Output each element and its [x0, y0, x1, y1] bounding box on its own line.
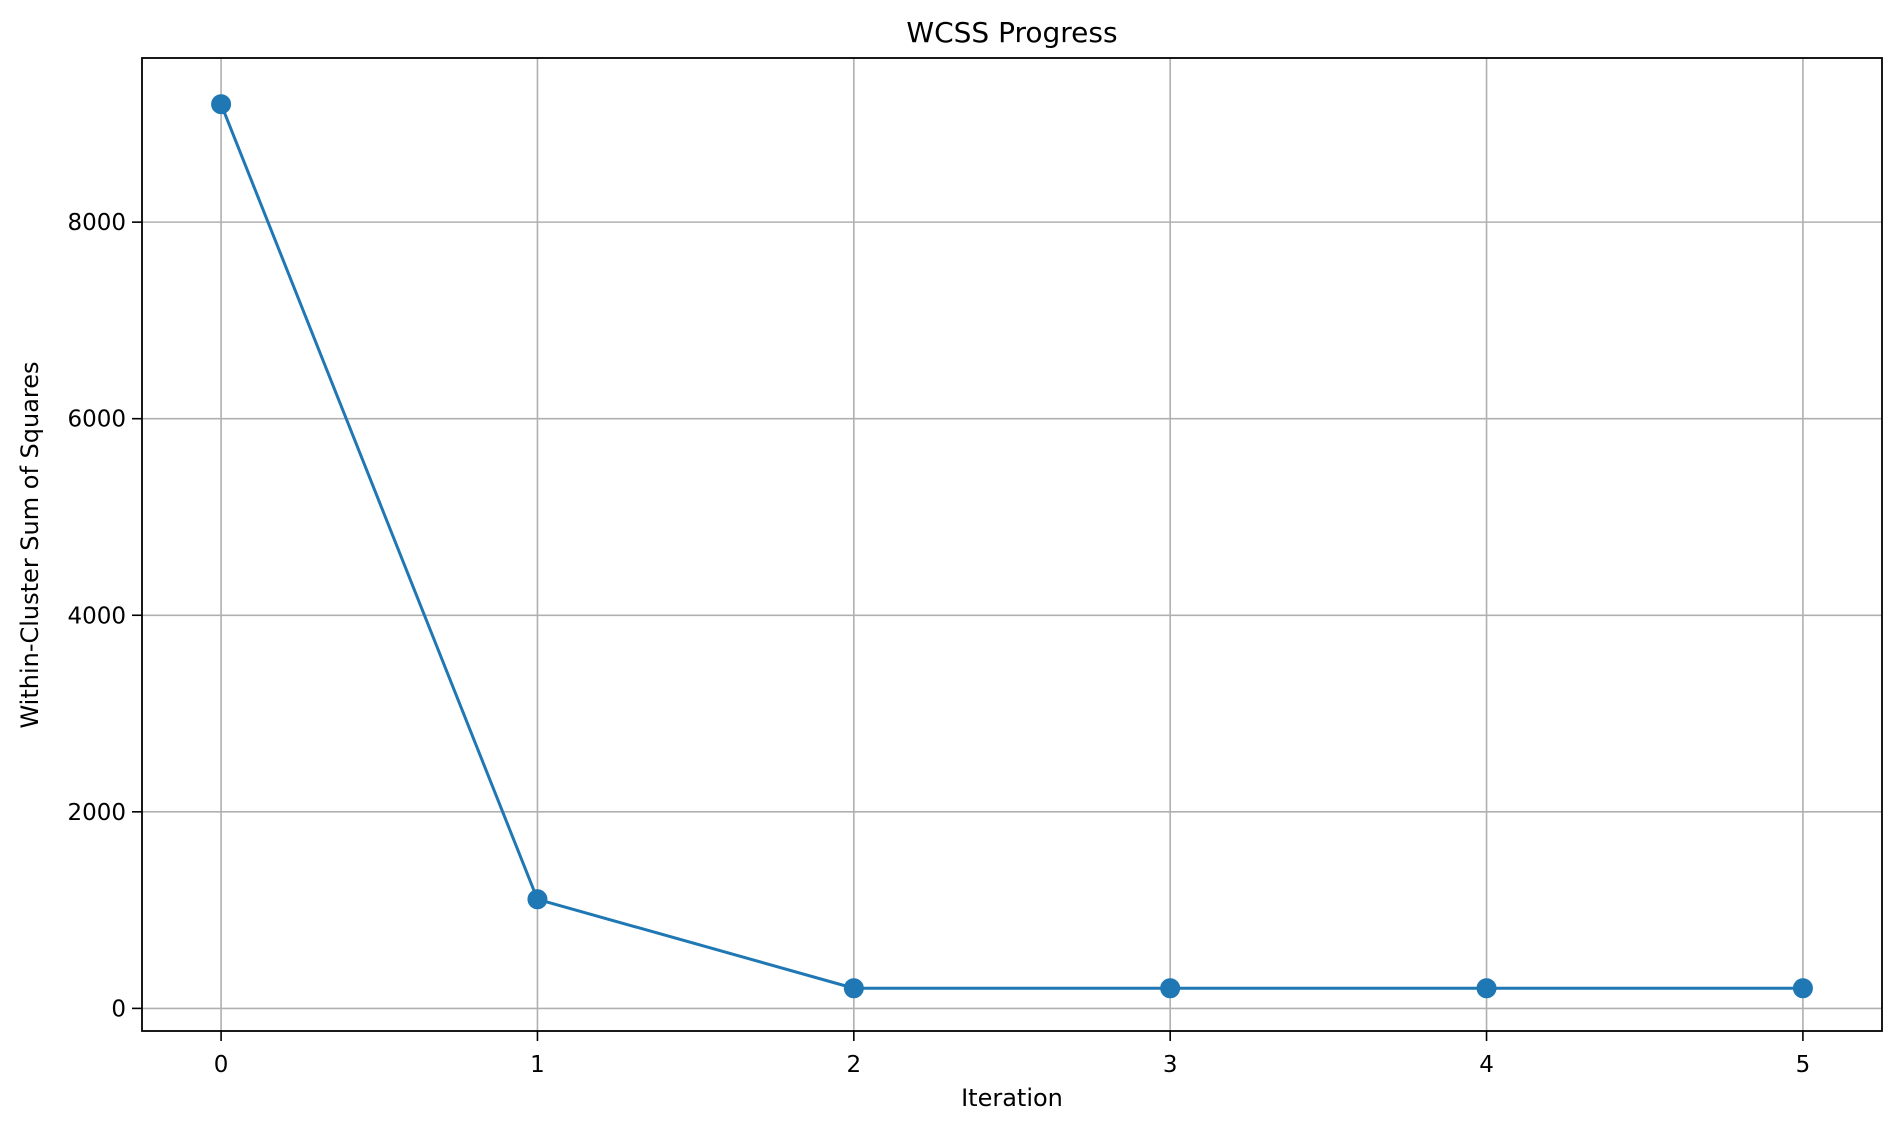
- y-tick-label-4: 8000: [67, 210, 126, 236]
- y-tick-label-1: 2000: [67, 800, 126, 826]
- series-line-0: [219, 102, 1805, 990]
- series-layer: [211, 94, 1813, 999]
- plot-frame: [141, 57, 1883, 1032]
- y-tick-label-2: 4000: [67, 603, 126, 629]
- data-point-0-1: [527, 889, 548, 910]
- y-axis-label: Within-Cluster Sum of Squares: [16, 361, 44, 728]
- data-point-0-0: [211, 94, 232, 115]
- x-tick-label-5: 5: [1796, 1052, 1811, 1078]
- x-tick-label-1: 1: [530, 1052, 545, 1078]
- x-tick-label-4: 4: [1479, 1052, 1494, 1078]
- grid-layer: [142, 58, 1882, 1031]
- chart-title: WCSS Progress: [906, 16, 1117, 49]
- data-point-0-5: [1792, 978, 1813, 999]
- x-tick-label-0: 0: [214, 1052, 229, 1078]
- tick-layer: 0 1 2 3 4 5 0 2000 4000 6000 8000: [67, 210, 1810, 1078]
- data-point-0-2: [843, 978, 864, 999]
- y-tick-label-0: 0: [111, 996, 126, 1022]
- data-point-0-3: [1160, 978, 1181, 999]
- data-point-0-4: [1476, 978, 1497, 999]
- x-tick-label-3: 3: [1163, 1052, 1178, 1078]
- x-axis-label: Iteration: [961, 1084, 1063, 1112]
- x-tick-label-2: 2: [846, 1052, 861, 1078]
- y-tick-label-3: 6000: [67, 407, 126, 433]
